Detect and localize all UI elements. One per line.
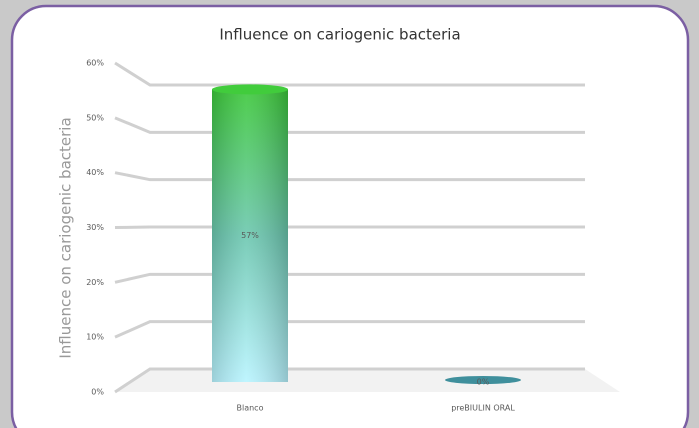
value-label: 0% bbox=[477, 378, 490, 387]
y-tick-label: 30% bbox=[86, 223, 104, 232]
grid-line bbox=[114, 116, 585, 134]
x-tick-label: Blanco bbox=[237, 404, 264, 413]
x-tick-label: preBIULIN ORAL bbox=[451, 404, 515, 413]
y-axis-label: Influence on cariogenic bacteria bbox=[57, 117, 75, 358]
value-label: 57% bbox=[241, 231, 259, 240]
y-tick-label: 50% bbox=[86, 113, 104, 122]
grid-line bbox=[114, 272, 585, 284]
y-tick-label: 0% bbox=[91, 388, 104, 397]
y-tick-label: 20% bbox=[86, 278, 104, 287]
bar bbox=[445, 376, 521, 384]
grid-line bbox=[114, 367, 585, 394]
grid-line bbox=[114, 225, 585, 229]
bar-top bbox=[212, 84, 288, 95]
floor bbox=[115, 369, 620, 392]
panel bbox=[10, 4, 690, 428]
chart-title: Influence on cariogenic bacteria bbox=[219, 26, 460, 44]
grid-line bbox=[114, 61, 585, 87]
y-tick-label: 10% bbox=[86, 333, 104, 342]
grid-line bbox=[114, 171, 585, 182]
y-tick-label: 60% bbox=[86, 59, 104, 68]
bar-shade bbox=[212, 89, 288, 383]
grid-line bbox=[114, 320, 585, 339]
y-tick-label: 40% bbox=[86, 168, 104, 177]
